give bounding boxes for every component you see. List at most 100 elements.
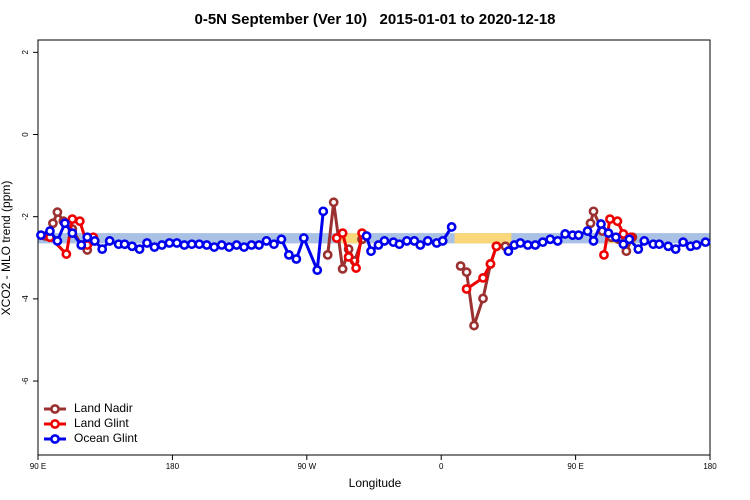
- data-point: [82, 232, 93, 243]
- x-axis-label: Longitude: [349, 476, 402, 490]
- data-point: [552, 236, 563, 246]
- data-point: [149, 242, 160, 252]
- region-band: [38, 233, 710, 244]
- data-point: [142, 238, 152, 248]
- data-point: [201, 240, 212, 250]
- data-point: [89, 236, 100, 246]
- legend-label: Land Nadir: [74, 401, 133, 415]
- data-point: [119, 239, 130, 250]
- region-band: [454, 233, 512, 244]
- data-point: [45, 226, 55, 236]
- data-point: [328, 197, 339, 208]
- data-point: [503, 246, 514, 257]
- data-point: [179, 240, 190, 250]
- data-point: [322, 249, 333, 260]
- data-point: [67, 228, 78, 239]
- data-point: [446, 222, 457, 232]
- data-point: [633, 244, 644, 255]
- data-point: [485, 259, 496, 269]
- data-point: [127, 241, 137, 252]
- data-point: [585, 218, 596, 229]
- data-point: [596, 219, 606, 229]
- x-tick-label: 90 W: [297, 462, 316, 471]
- data-point: [343, 252, 354, 262]
- data-point: [560, 229, 571, 239]
- data-point: [134, 244, 145, 255]
- data-point: [611, 232, 621, 243]
- data-point: [588, 236, 599, 246]
- data-point: [491, 241, 502, 252]
- data-point: [588, 206, 599, 217]
- chart-title: 0-5N September (Ver 10) 2015-01-01 to 20…: [194, 11, 555, 28]
- series-line: [44, 200, 634, 328]
- data-point: [216, 240, 227, 250]
- x-tick-label: 180: [703, 462, 717, 471]
- y-tick-label: 0: [21, 132, 30, 137]
- data-point: [366, 246, 376, 257]
- data-point: [67, 214, 78, 225]
- data-point: [394, 239, 405, 250]
- legend-label: Ocean Glint: [74, 431, 138, 445]
- data-point: [312, 265, 323, 275]
- data-point: [283, 249, 294, 260]
- legend-marker: [50, 434, 60, 444]
- data-point: [515, 238, 526, 248]
- data-point: [157, 240, 167, 250]
- data-point: [663, 241, 674, 252]
- data-point: [691, 240, 702, 250]
- data-point: [48, 218, 58, 229]
- data-point: [337, 228, 348, 239]
- data-point: [461, 284, 472, 294]
- region-band: [341, 233, 360, 244]
- data-point: [231, 240, 242, 250]
- y-axis-label: XCO2 - MLO trend (ppm): [0, 181, 13, 316]
- x-tick-label: 0: [439, 462, 444, 471]
- legend-marker: [50, 404, 60, 414]
- data-point: [104, 236, 115, 246]
- data-point: [36, 230, 46, 241]
- data-point: [209, 242, 220, 252]
- data-point: [164, 238, 175, 248]
- data-point: [76, 240, 87, 250]
- data-point: [670, 244, 681, 255]
- data-point: [469, 320, 479, 331]
- data-point: [437, 236, 448, 246]
- data-point: [194, 239, 205, 250]
- x-tick-label: 180: [166, 462, 180, 471]
- data-point: [361, 231, 372, 241]
- data-point: [415, 240, 426, 250]
- data-point: [276, 234, 287, 245]
- legend-label: Land Glint: [74, 416, 129, 430]
- x-tick-label: 90 E: [567, 462, 583, 471]
- data-point: [261, 236, 272, 246]
- data-point: [186, 239, 197, 250]
- data-point: [612, 216, 623, 227]
- data-point: [61, 249, 72, 259]
- data-point: [97, 244, 108, 255]
- data-point: [573, 230, 584, 241]
- data-point: [379, 236, 390, 246]
- data-point: [599, 249, 609, 260]
- data-point: [52, 207, 63, 218]
- data-point: [478, 293, 488, 304]
- data-point: [624, 234, 635, 245]
- data-point: [337, 263, 348, 274]
- data-point: [59, 218, 70, 229]
- data-point: [545, 234, 556, 245]
- data-point: [639, 236, 650, 246]
- y-tick-label: 2: [21, 50, 30, 55]
- data-point: [461, 267, 472, 278]
- data-point: [618, 229, 629, 239]
- data-point: [291, 254, 302, 264]
- data-point: [422, 236, 433, 246]
- data-point: [455, 261, 466, 271]
- data-point: [654, 239, 665, 250]
- data-point: [700, 237, 711, 248]
- data-point: [603, 228, 614, 239]
- x-tick-label: 90 E: [30, 462, 46, 471]
- data-point: [171, 238, 182, 248]
- data-point: [618, 239, 629, 250]
- data-point: [678, 237, 689, 248]
- data-point: [246, 240, 257, 250]
